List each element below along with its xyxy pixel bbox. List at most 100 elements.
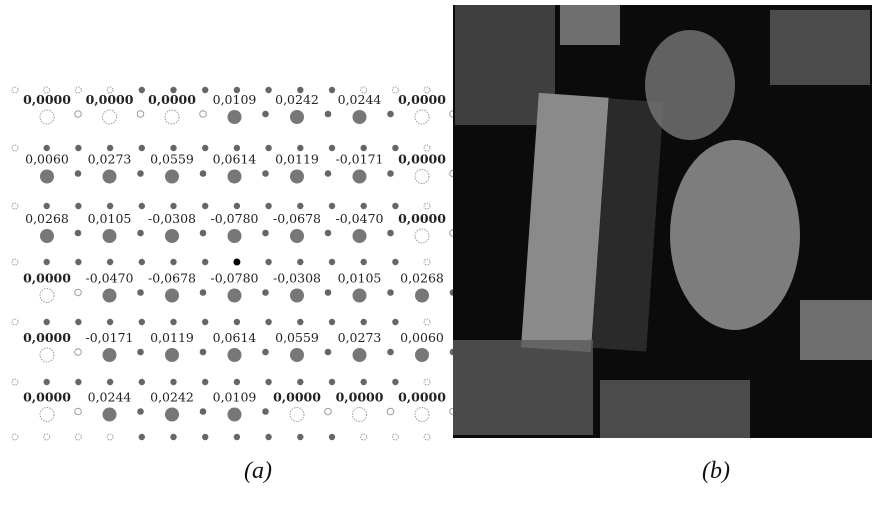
small-dot: [329, 259, 335, 265]
small-dot: [392, 319, 398, 325]
large-dot: [353, 408, 367, 422]
small-dot: [297, 319, 303, 325]
small-dot: [265, 145, 271, 151]
coefficient: 0,0559: [275, 330, 319, 345]
small-dot: [44, 379, 50, 385]
small-dot: [170, 259, 176, 265]
large-dot: [415, 170, 429, 184]
small-dot: [75, 319, 81, 325]
small-dot: [234, 434, 240, 440]
mid-dot: [387, 349, 394, 356]
large-dot: [353, 289, 367, 303]
coefficient: 0,0105: [88, 211, 132, 226]
image-building: [800, 300, 872, 360]
small-dot: [234, 145, 240, 151]
small-dot: [75, 145, 81, 151]
coefficient: 0,0060: [400, 330, 444, 345]
large-dot: [228, 408, 242, 422]
caption: (a): [244, 458, 272, 484]
small-dot: [234, 319, 240, 325]
small-dot: [329, 203, 335, 209]
small-dot: [329, 145, 335, 151]
small-dot: [361, 434, 367, 440]
mid-dot: [325, 289, 332, 296]
large-dot: [103, 348, 117, 362]
coefficient: -0,0171: [86, 330, 134, 345]
coefficient: 0,0105: [338, 271, 382, 286]
mid-dot: [137, 289, 144, 296]
small-dot: [297, 434, 303, 440]
coefficient: 0,0242: [275, 92, 319, 107]
mid-dot: [325, 349, 332, 356]
small-dot: [329, 434, 335, 440]
small-dot: [44, 145, 50, 151]
image-tree: [645, 30, 735, 140]
large-dot: [228, 289, 242, 303]
small-dot: [107, 145, 113, 151]
small-dot: [107, 203, 113, 209]
coefficient: -0,0308: [273, 271, 321, 286]
small-dot: [12, 145, 18, 151]
small-dot: [44, 434, 50, 440]
small-dot: [75, 87, 81, 93]
small-dot: [139, 145, 145, 151]
small-dot: [361, 319, 367, 325]
mid-dot: [325, 111, 332, 118]
coefficient: 0,0559: [150, 152, 194, 167]
image-building: [770, 10, 870, 85]
small-dot: [297, 145, 303, 151]
mid-dot: [200, 408, 207, 415]
mid-dot: [137, 170, 144, 177]
large-dot: [228, 348, 242, 362]
image-building: [453, 340, 593, 435]
mid-dot: [325, 230, 332, 237]
large-dot: [290, 170, 304, 184]
coefficient: 0,0000: [398, 152, 446, 167]
mid-dot: [262, 289, 269, 296]
large-dot: [415, 110, 429, 124]
small-dot: [44, 259, 50, 265]
small-dot: [139, 87, 145, 93]
small-dot: [170, 145, 176, 151]
large-dot: [228, 170, 242, 184]
coefficient: 0,0060: [25, 152, 69, 167]
coefficient: -0,0780: [211, 271, 259, 286]
small-dot: [297, 259, 303, 265]
coefficient: 0,0109: [213, 390, 257, 405]
mid-dot: [325, 170, 332, 177]
coefficient: -0,0470: [86, 271, 134, 286]
image-building: [600, 380, 750, 438]
small-dot: [139, 259, 145, 265]
coefficient: -0,0171: [336, 152, 384, 167]
large-dot: [415, 289, 429, 303]
small-dot: [392, 259, 398, 265]
large-dot: [40, 408, 54, 422]
small-dot: [424, 434, 430, 440]
mid-dot: [387, 111, 394, 118]
small-dot: [202, 319, 208, 325]
coefficient: 0,0244: [88, 390, 132, 405]
coefficient: 0,0273: [88, 152, 132, 167]
mid-dot: [75, 230, 82, 237]
large-dot: [40, 289, 54, 303]
coefficient: 0,0000: [148, 92, 196, 107]
small-dot: [107, 434, 113, 440]
small-dot: [202, 87, 208, 93]
small-dot: [139, 434, 145, 440]
coefficient: 0,0119: [150, 330, 194, 345]
aerial-image: [453, 5, 872, 438]
small-dot: [392, 434, 398, 440]
small-dot: [75, 203, 81, 209]
large-dot: [415, 348, 429, 362]
small-dot: [170, 434, 176, 440]
large-dot: [40, 110, 54, 124]
large-dot: [165, 170, 179, 184]
small-dot: [265, 259, 271, 265]
mid-dot: [262, 111, 269, 118]
small-dot: [265, 319, 271, 325]
small-dot: [392, 203, 398, 209]
mid-dot: [325, 408, 332, 415]
large-dot: [290, 229, 304, 243]
mid-dot: [387, 230, 394, 237]
coefficient: -0,0308: [148, 211, 196, 226]
